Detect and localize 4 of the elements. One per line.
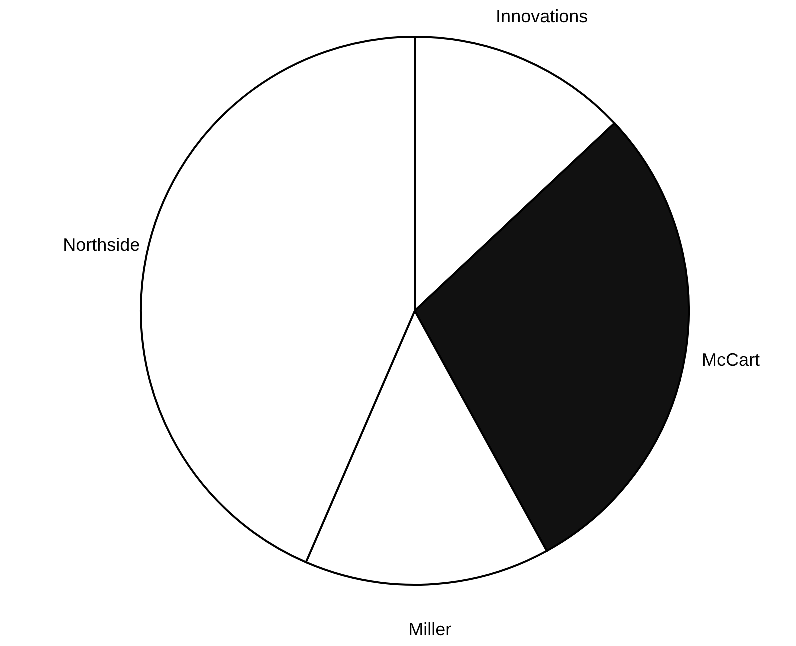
slice-label: Innovations — [496, 6, 588, 26]
slice-label: Miller — [408, 620, 452, 640]
slice-label: McCart — [702, 350, 760, 370]
slice-label: Northside — [63, 235, 140, 256]
